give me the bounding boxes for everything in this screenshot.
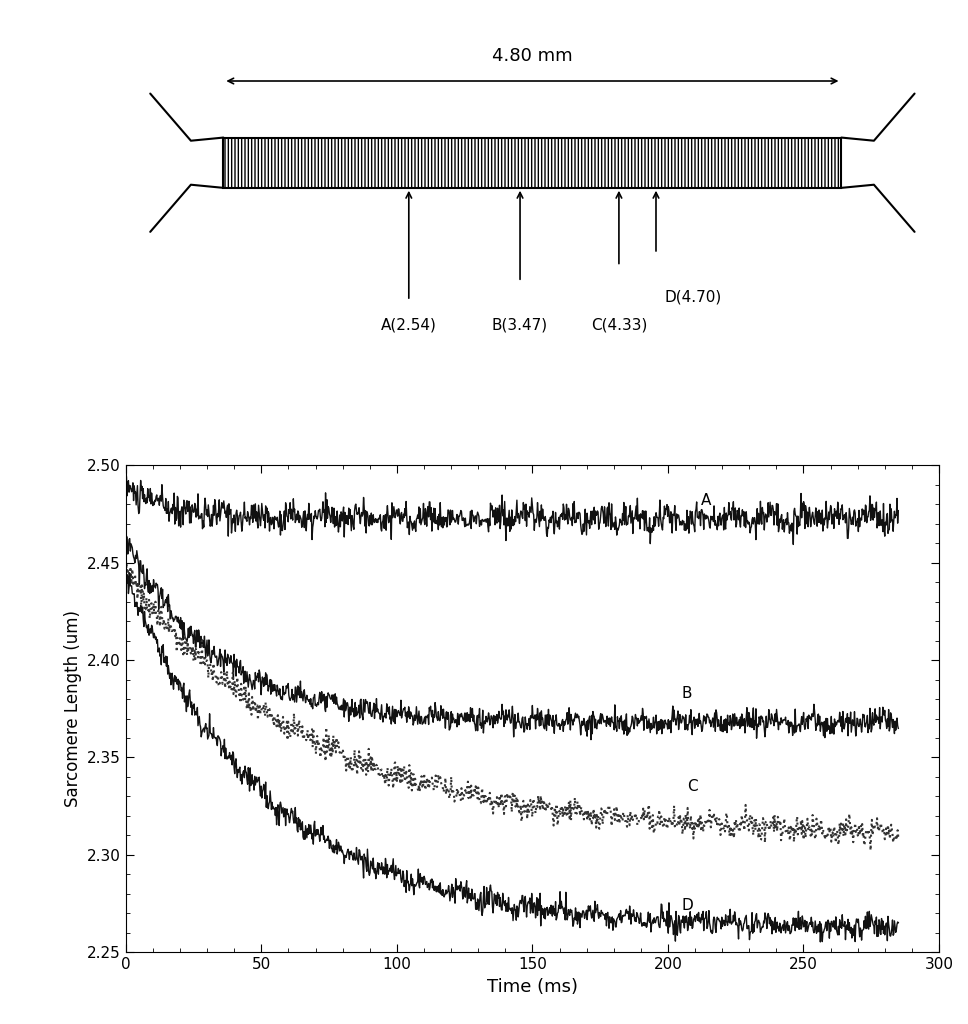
Text: B(3.47): B(3.47) <box>492 317 548 333</box>
Text: D: D <box>681 898 693 913</box>
Text: B: B <box>681 686 692 700</box>
Text: C(4.33): C(4.33) <box>590 317 647 333</box>
Text: A: A <box>701 493 711 508</box>
X-axis label: Time (ms): Time (ms) <box>487 978 578 995</box>
Bar <box>224 137 841 187</box>
Text: D(4.70): D(4.70) <box>664 289 721 304</box>
Text: A(2.54): A(2.54) <box>380 317 437 333</box>
Text: 4.80 mm: 4.80 mm <box>492 47 573 66</box>
Y-axis label: Sarcomere Length (um): Sarcomere Length (um) <box>64 610 81 807</box>
Text: C: C <box>687 779 698 795</box>
